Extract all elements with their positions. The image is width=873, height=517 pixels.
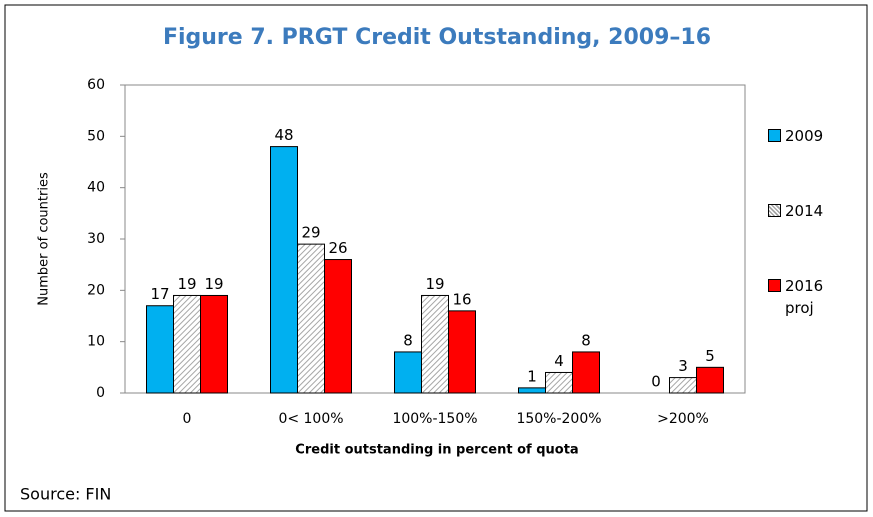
source: Source: FIN [20,485,111,504]
bar [545,371,573,394]
value-label: 3 [678,357,688,375]
chart-title: Figure 7. PRGT Credit Outstanding, 2009–… [163,25,711,50]
y-tick-label: 20 [87,282,105,298]
x-tick-label: 100%-150% [392,411,477,427]
bar [297,243,325,394]
legend-label: 2014 [785,202,824,220]
y-tick-label: 60 [87,77,105,93]
legend-swatch [768,279,781,292]
bar [669,377,697,394]
legend-label: 2009 [785,127,824,145]
y-tick-label: 0 [96,385,105,401]
x-tick-label: 150%-200% [516,411,601,427]
bar [200,294,228,394]
value-label: 29 [301,224,320,242]
bar [146,305,174,394]
legend-item: 2009 [768,125,848,147]
value-label: 26 [328,239,347,257]
value-label: 8 [403,331,413,349]
bar [394,351,422,394]
legend-label: 2016 proj [785,277,824,317]
y-tick-label: 10 [87,334,105,350]
bar [324,259,352,394]
value-label: 0 [651,373,661,391]
value-label: 19 [425,275,444,293]
bar [696,366,724,394]
x-tick-label: 0 [183,411,192,427]
value-label: 8 [581,331,591,349]
y-tick-label: 40 [87,180,105,196]
legend-item: 2014 [768,200,848,222]
bar [270,146,298,394]
y-axis-label: Number of countries [37,172,52,306]
value-label: 4 [554,352,564,370]
x-tick-label: 0< 100% [278,411,343,427]
bar [518,387,546,394]
value-label: 16 [452,290,471,308]
x-tick-label: >200% [657,411,709,427]
bar [572,351,600,394]
value-label: 19 [177,275,196,293]
bar [421,294,449,394]
legend-swatch [768,129,781,142]
value-label: 17 [150,285,169,303]
bar [448,310,476,394]
legend-swatch [768,204,781,217]
frame [4,4,868,512]
value-label: 5 [705,347,715,365]
value-label: 1 [527,367,537,385]
value-label: 19 [204,275,223,293]
x-axis-label: Credit outstanding in percent of quota [295,443,578,458]
value-label: 48 [274,126,293,144]
y-tick-label: 50 [87,128,105,144]
legend-item: 2016 proj [768,275,848,319]
bar [173,294,201,394]
y-tick-label: 30 [87,231,105,247]
